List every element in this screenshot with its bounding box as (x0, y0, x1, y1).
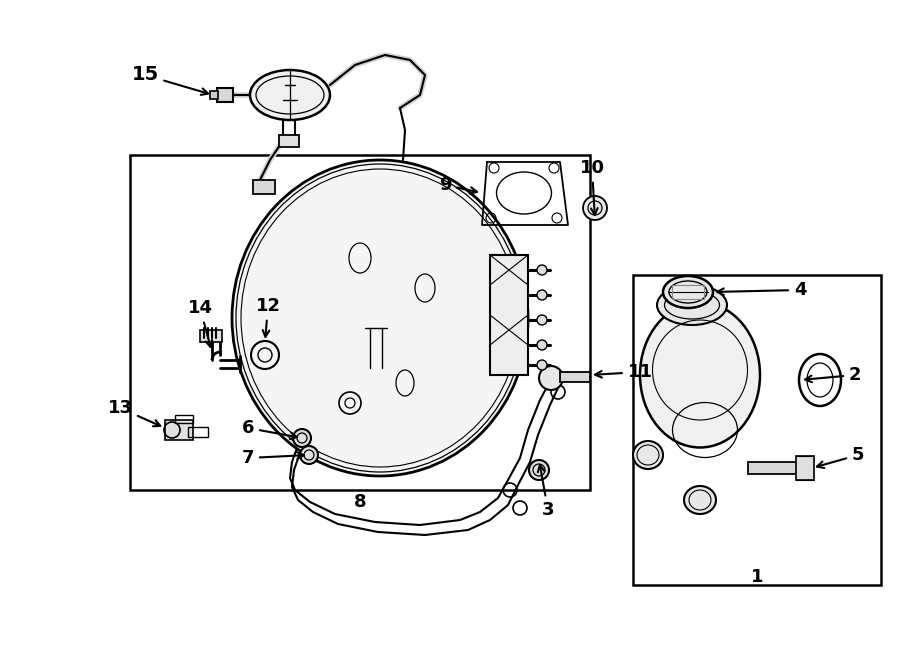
Bar (672, 285, 704, 299)
Bar (279, 135, 299, 147)
Ellipse shape (684, 486, 716, 514)
Bar (200, 330, 222, 342)
Bar (165, 420, 193, 440)
Bar (210, 91, 218, 99)
Ellipse shape (232, 160, 528, 476)
Text: 11: 11 (595, 363, 652, 381)
Circle shape (300, 446, 318, 464)
Text: 15: 15 (131, 66, 208, 95)
Text: 14: 14 (187, 299, 212, 347)
Ellipse shape (640, 303, 760, 448)
Text: 12: 12 (256, 297, 281, 337)
Text: 10: 10 (580, 159, 605, 215)
Ellipse shape (663, 276, 713, 308)
Bar (748, 462, 803, 474)
Text: 7: 7 (242, 449, 304, 467)
Text: 4: 4 (717, 281, 806, 299)
Circle shape (537, 265, 547, 275)
Text: 2: 2 (806, 366, 861, 384)
Bar (253, 180, 275, 194)
Bar (560, 372, 590, 382)
Text: 9: 9 (439, 176, 477, 194)
Text: 8: 8 (354, 493, 366, 511)
Ellipse shape (657, 285, 727, 325)
Text: 6: 6 (242, 419, 297, 439)
Bar (130, 155, 590, 490)
Text: 13: 13 (107, 399, 160, 426)
Bar (217, 88, 233, 102)
Ellipse shape (250, 70, 330, 120)
Text: 1: 1 (751, 568, 763, 586)
Bar (490, 255, 528, 375)
Circle shape (537, 340, 547, 350)
Bar (188, 427, 208, 437)
Circle shape (539, 366, 563, 390)
Bar (175, 415, 193, 423)
Text: 5: 5 (817, 446, 864, 468)
Circle shape (537, 360, 547, 370)
Circle shape (537, 315, 547, 325)
Bar (633, 275, 881, 585)
Ellipse shape (633, 441, 663, 469)
Circle shape (583, 196, 607, 220)
Circle shape (293, 429, 311, 447)
Circle shape (529, 460, 549, 480)
Bar (796, 456, 814, 480)
Circle shape (537, 290, 547, 300)
Text: 3: 3 (538, 465, 554, 519)
